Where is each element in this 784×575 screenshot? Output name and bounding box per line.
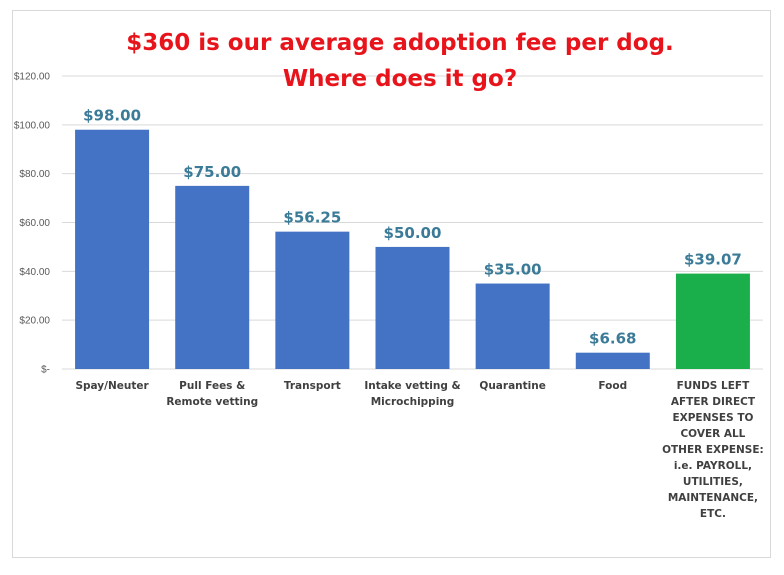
x-category-label: UTILITIES, [683, 476, 743, 488]
y-tick-label: $120.00 [14, 72, 51, 83]
x-category-label: OTHER EXPENSE: [662, 444, 764, 456]
x-category-label: FUNDS LEFT [677, 380, 750, 392]
x-category-label: Quarantine [479, 380, 545, 392]
y-tick-label: $80.00 [19, 169, 50, 180]
x-category-label: ETC. [700, 508, 726, 520]
x-category-label: MAINTENANCE, [668, 492, 758, 504]
x-category-label: i.e. PAYROLL, [674, 460, 752, 472]
bar [175, 185, 250, 369]
y-tick-label: $100.00 [14, 120, 51, 131]
y-tick-label: $60.00 [19, 218, 50, 229]
bar [675, 273, 750, 369]
data-label: $56.25 [283, 209, 341, 227]
y-tick-label: $40.00 [19, 267, 50, 278]
data-label: $39.07 [684, 251, 742, 269]
data-label: $35.00 [484, 261, 542, 279]
x-category-label: Intake vetting & [364, 380, 460, 392]
bar [75, 129, 150, 369]
x-category-label: AFTER DIRECT [671, 396, 756, 408]
bar [375, 246, 450, 369]
x-category-label: Spay/Neuter [75, 380, 149, 392]
data-label: $98.00 [83, 107, 141, 125]
bar [575, 352, 650, 369]
bar [475, 283, 550, 369]
y-tick-label: $20.00 [19, 316, 50, 327]
data-label: $6.68 [589, 330, 636, 348]
x-category-label: Microchipping [371, 396, 455, 408]
x-category-label: COVER ALL [680, 428, 745, 440]
x-category-label: Remote vetting [166, 396, 258, 408]
x-category-label: Transport [284, 380, 341, 392]
chart-title-line-2: Where does it go? [283, 66, 517, 92]
y-tick-label: $- [41, 365, 50, 376]
x-category-label: Food [598, 380, 627, 392]
x-category-label: Pull Fees & [179, 380, 245, 392]
data-label: $50.00 [384, 224, 442, 242]
bar [275, 231, 350, 369]
data-label: $75.00 [183, 163, 241, 181]
chart-title-line-1: $360 is our average adoption fee per dog… [126, 30, 674, 56]
x-category-label: EXPENSES TO [672, 412, 753, 424]
